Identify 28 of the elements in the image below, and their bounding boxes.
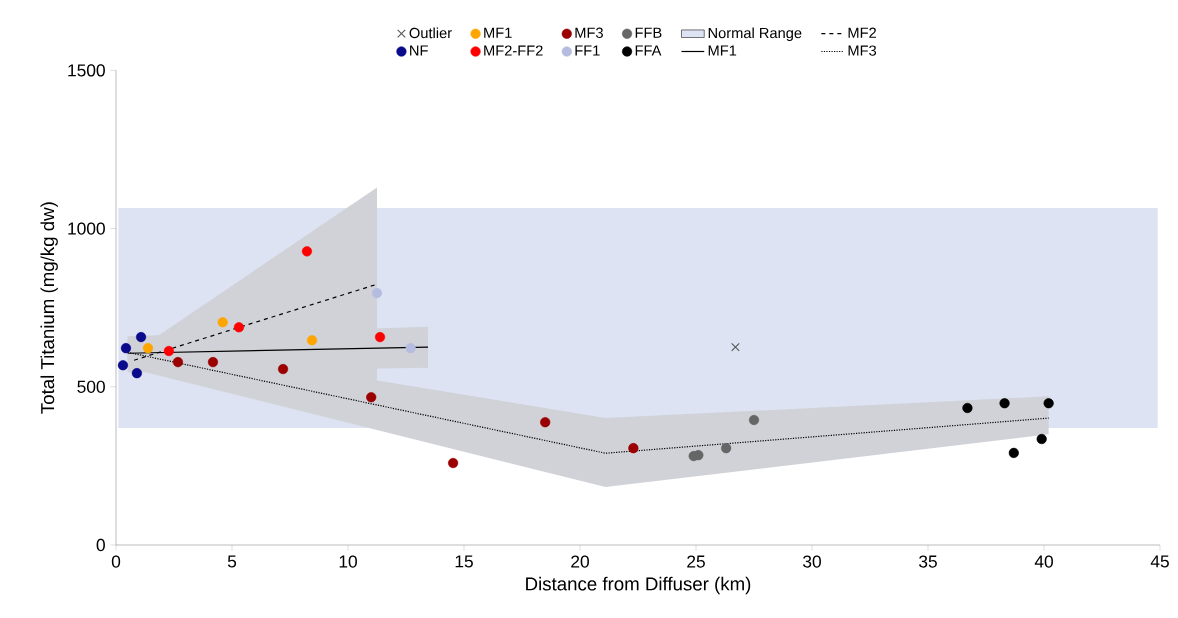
legend-label: MF1: [708, 45, 737, 56]
legend-label: FF1: [575, 45, 600, 56]
y-tick-label: 1500: [68, 64, 105, 77]
x-tick-label: 30: [803, 555, 821, 568]
legend-label: NF: [410, 45, 428, 56]
x-axis-title: Distance from Diffuser (km): [526, 576, 751, 595]
x-tick-label: 15: [455, 555, 473, 568]
y-tick-label: 0: [96, 538, 105, 552]
legend-label: MF2: [848, 27, 876, 38]
legend-label: MF2-FF2: [484, 45, 543, 56]
legend-label: Outlier: [409, 27, 452, 39]
legend-label: MF1: [484, 27, 512, 38]
x-tick-label: 35: [919, 555, 937, 568]
x-tick-label: 45: [1150, 555, 1169, 568]
legend-label: MF3: [848, 45, 877, 56]
legend-label: MF3: [575, 27, 603, 38]
legend-label: FFB: [635, 27, 662, 38]
y-tick-label: 500: [77, 380, 105, 393]
x-tick-label: 20: [571, 555, 589, 568]
y-axis-title: Total Titanium (mg/kg dw): [40, 202, 58, 414]
y-tick-label: 1000: [68, 222, 105, 235]
x-tick-label: 10: [339, 555, 357, 568]
x-tick-label: 40: [1034, 555, 1053, 568]
x-tick-label: 25: [687, 555, 705, 568]
legend-label: Normal Range: [708, 27, 802, 42]
legend-label: FFA: [635, 45, 662, 56]
x-tick-label: 5: [227, 555, 237, 568]
x-tick-label: 0: [111, 555, 121, 568]
